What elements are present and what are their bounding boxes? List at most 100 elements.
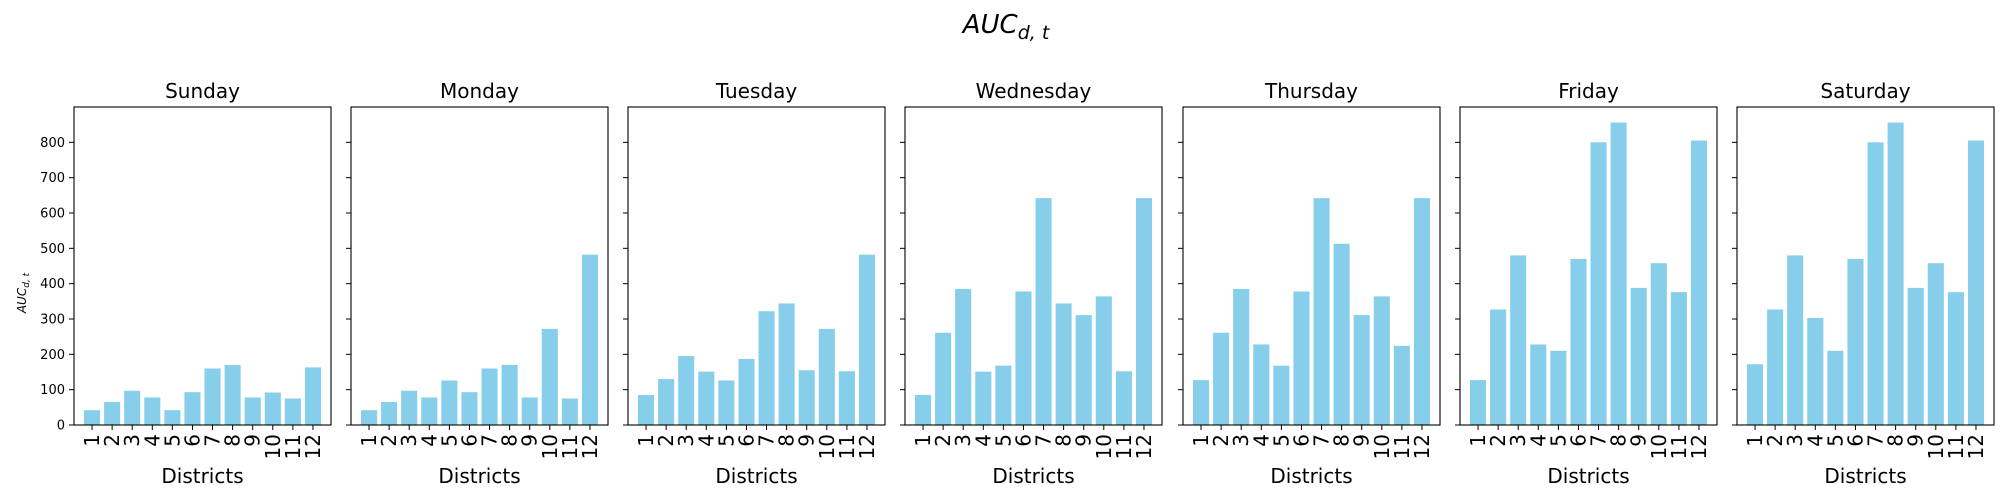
- y-tick-label: 200: [40, 348, 65, 363]
- x-tick-label: 1: [80, 434, 104, 447]
- x-tick-label: 9: [518, 434, 542, 447]
- bar: [915, 394, 932, 425]
- bar: [561, 398, 578, 425]
- bar: [1413, 198, 1430, 425]
- x-tick-label: 12: [1687, 434, 1711, 459]
- x-tick-label: 10: [1092, 434, 1116, 459]
- panel-title: Monday: [440, 79, 519, 103]
- bar: [1213, 332, 1230, 425]
- x-tick-label: 7: [478, 434, 502, 447]
- x-tick-label: 10: [1370, 434, 1394, 459]
- x-tick-label: 5: [160, 434, 184, 447]
- x-tick-label: 4: [417, 434, 441, 447]
- x-tick-label: 1: [1466, 434, 1490, 447]
- plot-frame: [904, 106, 1163, 426]
- x-tick-label: 7: [1864, 434, 1888, 447]
- x-tick-label: 2: [1486, 434, 1510, 447]
- x-tick-label: 8: [1607, 434, 1631, 447]
- bar: [1510, 255, 1527, 425]
- bar: [1847, 258, 1864, 425]
- bar: [421, 397, 438, 425]
- bar: [1570, 258, 1587, 425]
- bar: [1907, 287, 1924, 425]
- plot-frame: [1182, 106, 1441, 426]
- bar: [284, 398, 301, 425]
- bar: [1947, 292, 1964, 425]
- bar: [1867, 142, 1884, 426]
- bar: [1827, 350, 1844, 425]
- bar: [818, 328, 835, 425]
- y-tick-label: 800: [40, 136, 65, 151]
- x-tick-label: 11: [835, 434, 859, 459]
- x-tick-label: 1: [634, 434, 658, 447]
- x-tick-label: 3: [1229, 434, 1253, 447]
- bar: [1590, 142, 1607, 426]
- plot-frame: [73, 106, 332, 426]
- bar: [304, 367, 321, 425]
- x-tick-label: 7: [755, 434, 779, 447]
- x-tick-label: 5: [1546, 434, 1570, 447]
- bar: [1293, 291, 1310, 425]
- x-tick-label: 6: [1566, 434, 1590, 447]
- x-tick-label: 9: [1627, 434, 1651, 447]
- x-tick-label: 4: [140, 434, 164, 447]
- bar: [1490, 309, 1507, 425]
- bar: [204, 368, 221, 425]
- panel-title: Thursday: [1264, 79, 1358, 103]
- x-tick-label: 2: [377, 434, 401, 447]
- panel-title: Tuesday: [715, 79, 798, 103]
- x-tick-label: 10: [261, 434, 285, 459]
- x-tick-label: 4: [694, 434, 718, 447]
- bar: [1253, 344, 1270, 425]
- bar: [581, 254, 598, 425]
- x-axis-label: Districts: [1547, 464, 1629, 488]
- x-tick-label: 8: [775, 434, 799, 447]
- bar: [1095, 296, 1112, 425]
- panel-title: Wednesday: [976, 79, 1092, 103]
- y-tick-label: 300: [40, 313, 65, 328]
- bar: [401, 390, 418, 425]
- bar: [144, 397, 161, 425]
- x-axis-label: Districts: [992, 464, 1074, 488]
- x-tick-label: 3: [1783, 434, 1807, 447]
- x-tick-label: 8: [221, 434, 245, 447]
- x-tick-label: 6: [1011, 434, 1035, 447]
- x-tick-label: 2: [1763, 434, 1787, 447]
- bar: [838, 371, 855, 425]
- x-tick-label: 3: [120, 434, 144, 447]
- x-tick-label: 12: [1410, 434, 1434, 459]
- bar: [124, 390, 141, 425]
- bar: [1807, 317, 1824, 425]
- x-tick-label: 9: [1904, 434, 1928, 447]
- x-tick-label: 8: [1330, 434, 1354, 447]
- y-axis-label: AUCd, t: [15, 272, 32, 314]
- bar: [224, 364, 241, 425]
- x-tick-label: 8: [498, 434, 522, 447]
- bar: [264, 392, 281, 425]
- bar: [975, 371, 992, 425]
- x-tick-label: 4: [1803, 434, 1827, 447]
- x-tick-label: 5: [714, 434, 738, 447]
- bar: [381, 402, 398, 425]
- bar: [658, 379, 675, 425]
- x-tick-label: 12: [1132, 434, 1156, 459]
- bar: [1747, 364, 1764, 425]
- y-tick-label: 500: [40, 242, 65, 257]
- y-tick-label: 0: [57, 419, 65, 434]
- bar: [1015, 291, 1032, 425]
- x-tick-label: 3: [1506, 434, 1530, 447]
- bar: [1193, 380, 1210, 425]
- plot-frame: [350, 106, 609, 426]
- bar: [1135, 198, 1152, 425]
- bar: [698, 371, 715, 425]
- x-axis-label: Districts: [438, 464, 520, 488]
- bar: [1393, 345, 1410, 425]
- x-tick-label: 5: [437, 434, 461, 447]
- x-tick-label: 7: [1587, 434, 1611, 447]
- panel-title: Sunday: [165, 79, 240, 103]
- x-tick-label: 7: [1310, 434, 1334, 447]
- x-tick-label: 1: [357, 434, 381, 447]
- x-tick-label: 10: [1647, 434, 1671, 459]
